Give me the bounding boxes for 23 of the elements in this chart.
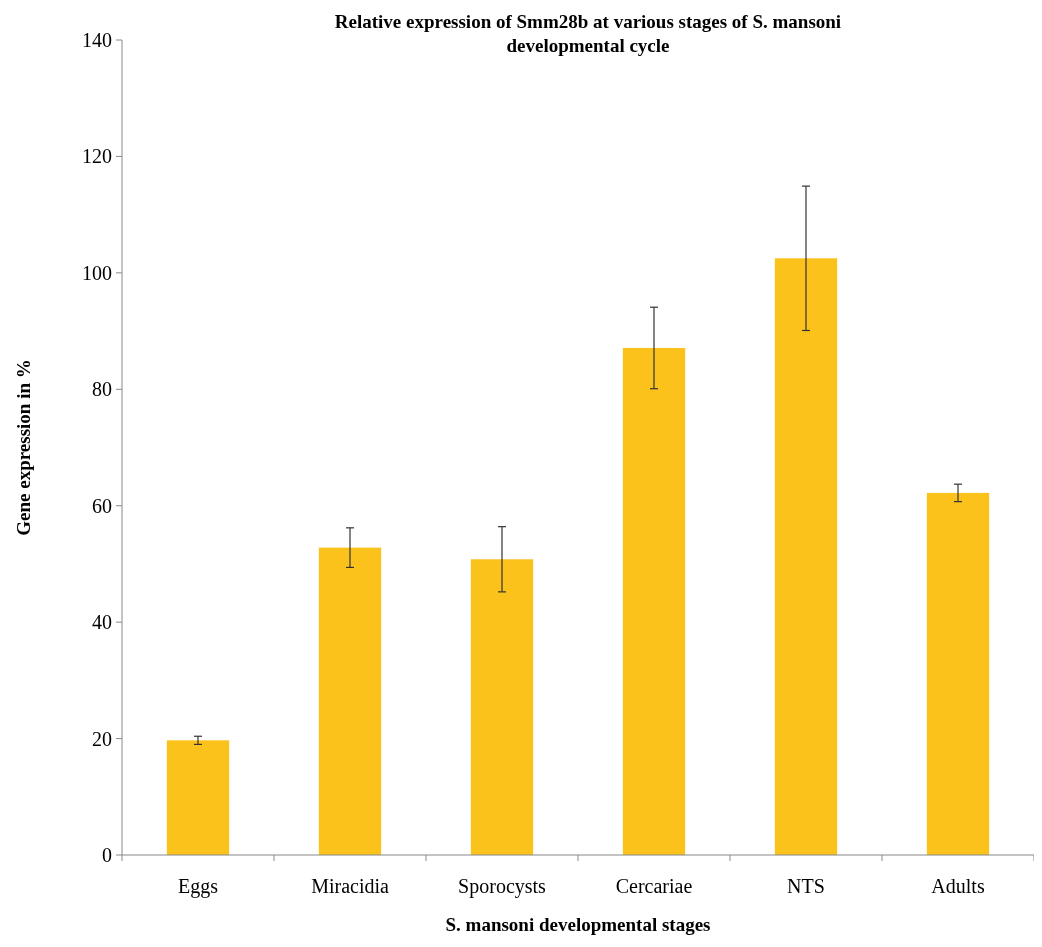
y-tick-label: 40: [92, 611, 112, 634]
bar: [622, 347, 686, 855]
y-tick-label: 120: [82, 145, 112, 168]
y-tick-label: 20: [92, 727, 112, 750]
chart-title: Relative expression of Smm28b at various stages of S. mansoni developmental cycle: [334, 11, 842, 56]
bar: [318, 547, 382, 855]
x-tick-label: Adults: [931, 875, 985, 897]
x-tick-label: Eggs: [178, 875, 219, 898]
y-tick-label: 60: [92, 494, 112, 517]
x-tick-label: Sporocysts: [458, 875, 547, 898]
bar: [774, 258, 838, 855]
y-tick-label: 80: [92, 378, 112, 401]
bar: [926, 492, 990, 855]
x-axis-title: S. mansoni developmental stages: [445, 914, 711, 935]
y-axis-title: Gene expression in %: [13, 359, 34, 536]
bar: [166, 740, 230, 855]
y-tick-label: 0: [102, 844, 112, 866]
x-tick-label: Miracidia: [311, 875, 389, 897]
x-tick-label: Cercariae: [615, 875, 693, 897]
y-tick-label: 140: [82, 29, 112, 51]
bar: [470, 559, 534, 855]
x-tick-label: NTS: [787, 875, 825, 897]
y-tick-label: 100: [82, 261, 112, 284]
